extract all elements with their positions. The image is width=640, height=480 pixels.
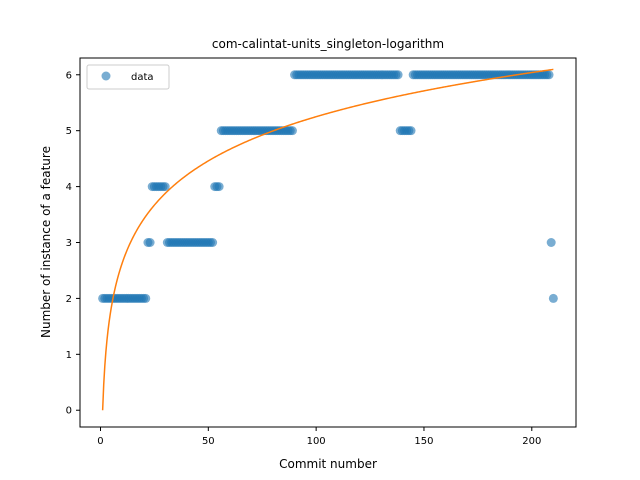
legend: data [86,64,170,90]
legend-box [86,64,170,90]
y-axis-title: Number of instance of a feature [39,146,53,338]
data-point [287,126,297,136]
data-point [141,293,151,303]
data-point [393,70,403,80]
data-point [544,70,554,80]
x-tick-label: 100 [307,436,326,447]
y-ticks: 0 1 2 3 4 5 6 [66,70,80,417]
data-point [546,238,556,247]
y-tick-label: 2 [66,294,72,305]
data-point [406,126,416,136]
chart-title: com-calintat-units_singleton-logarithm [212,37,444,51]
data-point [145,238,155,247]
x-tick-label: 150 [414,436,433,447]
x-tick-label: 50 [202,436,215,447]
x-tick-label: 0 [97,436,103,447]
data-point [548,293,558,303]
y-tick-label: 3 [66,238,72,249]
data-point [208,238,218,247]
data-point [214,182,224,192]
legend-label: data [131,72,154,83]
y-tick-label: 4 [66,182,72,193]
fit-line [101,68,554,411]
y-tick-label: 6 [66,70,72,81]
data-points [98,70,558,303]
fit-line-group [101,68,554,411]
legend-marker [101,71,111,81]
plot-frame [79,57,577,428]
y-tick-label: 5 [66,126,72,137]
data-point [160,182,170,192]
x-ticks: 0 50 100 150 200 [97,427,541,447]
y-tick-label: 0 [66,406,72,417]
y-tick-label: 1 [66,350,72,361]
x-tick-label: 200 [522,436,541,447]
x-axis-title: Commit number [279,457,377,471]
